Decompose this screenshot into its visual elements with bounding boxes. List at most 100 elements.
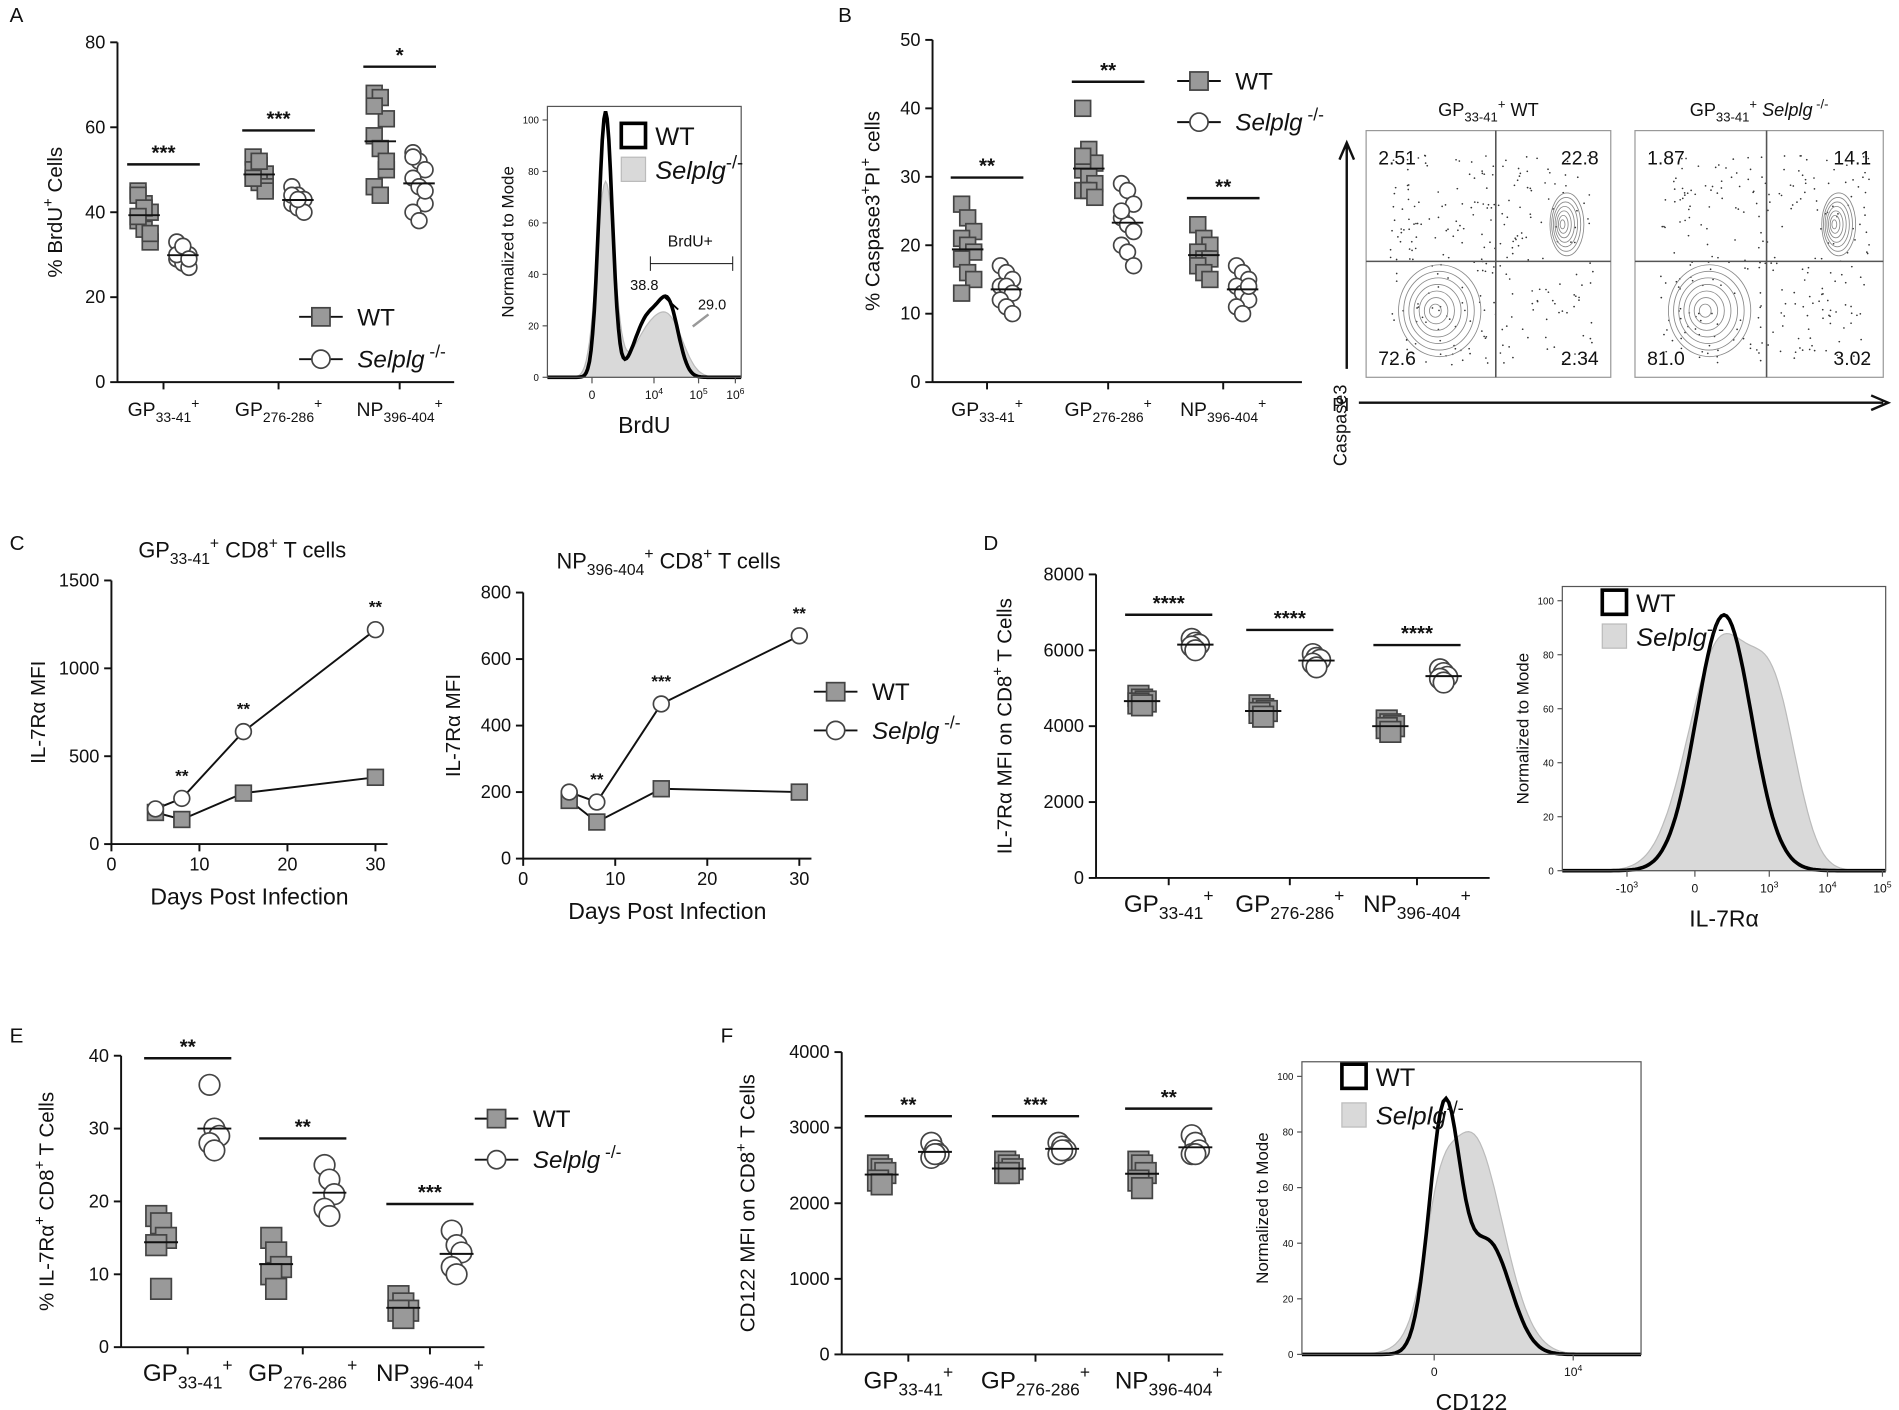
event-dot bbox=[1821, 293, 1823, 296]
plot-title: GP33-41+ WT bbox=[1438, 96, 1539, 124]
event-dot bbox=[1790, 207, 1793, 210]
legend-label: Selplg -/- bbox=[533, 1142, 622, 1174]
x-tick-label: NP396-404+ bbox=[376, 1355, 484, 1392]
event-dot bbox=[1759, 359, 1762, 362]
event-dot bbox=[1499, 352, 1502, 354]
event-dot bbox=[1505, 159, 1507, 162]
legend-marker bbox=[311, 349, 331, 370]
x-tick-label-part: 276-286 bbox=[1016, 1380, 1080, 1400]
significance-label: ** bbox=[979, 155, 995, 178]
event-dot bbox=[1838, 160, 1840, 163]
legend-label-part: Selplg bbox=[1376, 1103, 1447, 1131]
event-dot bbox=[1493, 203, 1496, 206]
event-dot bbox=[1511, 246, 1514, 249]
x-tick-label: NP396-404+ bbox=[1115, 1362, 1223, 1399]
event-dot bbox=[1736, 328, 1738, 331]
event-dot bbox=[1850, 305, 1852, 308]
x-tick-label-part: 396-404 bbox=[1207, 409, 1258, 425]
x-tick-label-part: 4 bbox=[658, 386, 663, 396]
event-dot bbox=[1527, 259, 1530, 261]
y-tick-label: 0 bbox=[534, 373, 539, 384]
event-dot bbox=[1590, 321, 1593, 324]
event-dot bbox=[1493, 266, 1495, 268]
data-point bbox=[923, 1143, 947, 1166]
chart-title-part: 396-404 bbox=[587, 562, 645, 579]
event-dot bbox=[1412, 258, 1414, 261]
event-dot bbox=[1479, 295, 1482, 297]
event-dot bbox=[1829, 322, 1832, 325]
x-tick-label-part: 10 bbox=[1818, 881, 1832, 895]
event-dot bbox=[1395, 280, 1398, 283]
event-dot bbox=[1481, 269, 1484, 272]
y-axis-label: Normalized to Mode bbox=[1253, 1132, 1272, 1283]
event-dot bbox=[1589, 282, 1592, 284]
event-dot bbox=[1390, 359, 1393, 362]
data-point bbox=[366, 620, 385, 639]
data-point bbox=[180, 250, 198, 268]
y-axis-label-part: + bbox=[33, 1216, 49, 1225]
y-tick-label: 80 bbox=[528, 167, 539, 178]
event-dot bbox=[1805, 158, 1808, 161]
contour bbox=[1403, 270, 1475, 351]
event-dot bbox=[1796, 201, 1798, 203]
significance-label: ** bbox=[1215, 175, 1231, 198]
event-dot bbox=[1483, 309, 1486, 312]
event-dot bbox=[1759, 261, 1761, 264]
x-axis-label: BrdU bbox=[618, 412, 670, 438]
x-tick-label-part: 396-404 bbox=[1148, 1380, 1212, 1400]
event-dot bbox=[1767, 344, 1770, 346]
data-point bbox=[366, 768, 385, 787]
event-dot bbox=[1784, 302, 1787, 305]
event-dot bbox=[1473, 177, 1476, 179]
gate-label: BrdU+ bbox=[668, 234, 713, 251]
event-dot bbox=[1415, 222, 1417, 225]
y-axis-label-part: % IL-7Rα bbox=[35, 1225, 58, 1311]
event-dot bbox=[1714, 166, 1717, 169]
chart-title: NP396-404+ CD8+ T cells bbox=[557, 546, 781, 579]
event-dot bbox=[1721, 197, 1724, 200]
legend-label: WT bbox=[1235, 69, 1273, 96]
event-dot bbox=[1491, 272, 1494, 274]
event-dot bbox=[1573, 305, 1575, 308]
data-point bbox=[560, 783, 578, 801]
y-axis-label-part: + bbox=[859, 158, 875, 167]
y-tick-label: 20 bbox=[1543, 812, 1554, 823]
data-point bbox=[1086, 188, 1104, 207]
event-dot bbox=[1679, 317, 1682, 320]
event-dot bbox=[1792, 185, 1795, 187]
event-dot bbox=[1531, 290, 1534, 292]
event-dot bbox=[1737, 208, 1740, 210]
event-dot bbox=[1711, 255, 1713, 258]
panel-letter: D bbox=[983, 532, 998, 555]
event-dot bbox=[1486, 207, 1489, 209]
x-tick-label: NP396-404+ bbox=[1180, 395, 1266, 425]
x-tick-label-part: + bbox=[1334, 886, 1344, 906]
event-dot bbox=[1486, 362, 1489, 364]
event-dot bbox=[1850, 312, 1853, 315]
histogram-fill bbox=[1301, 1131, 1642, 1356]
event-dot bbox=[1408, 362, 1411, 364]
y-axis-label: % BrdU+ Cells bbox=[41, 147, 67, 278]
event-dot bbox=[1487, 203, 1490, 206]
event-dot bbox=[1503, 223, 1506, 226]
x-tick-label: GP276-286+ bbox=[1235, 886, 1344, 923]
event-dot bbox=[1585, 357, 1587, 360]
event-dot bbox=[1544, 182, 1546, 184]
event-dot bbox=[1802, 305, 1805, 308]
event-dot bbox=[1452, 235, 1455, 238]
x-tick-label: 30 bbox=[789, 869, 809, 889]
x-tick-label: GP33-41+ bbox=[1124, 886, 1214, 923]
event-dot bbox=[1482, 203, 1485, 205]
event-dot bbox=[1793, 291, 1796, 294]
event-dot bbox=[1730, 176, 1733, 179]
y-tick-label: 0 bbox=[89, 834, 99, 854]
event-dot bbox=[1502, 165, 1504, 168]
chart-title-part: + bbox=[269, 535, 278, 552]
contour bbox=[1829, 214, 1841, 234]
x-tick-label-part: 4 bbox=[1832, 879, 1837, 889]
data-point bbox=[1252, 705, 1275, 728]
data-point bbox=[790, 783, 809, 801]
event-dot bbox=[1506, 256, 1508, 259]
